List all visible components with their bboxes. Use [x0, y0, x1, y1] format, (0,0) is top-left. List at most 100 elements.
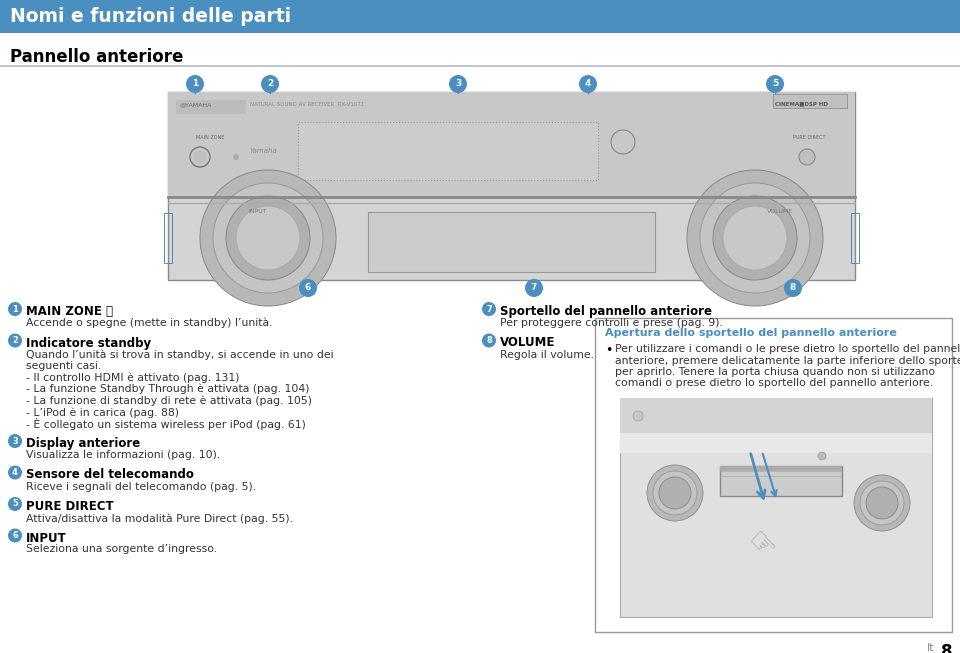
Circle shape	[860, 481, 904, 525]
Circle shape	[713, 196, 797, 280]
Circle shape	[193, 150, 207, 164]
Bar	[595, 318, 952, 632]
Text: @YAMAHA: @YAMAHA	[180, 102, 212, 107]
Bar	[851, 213, 859, 263]
Bar	[620, 433, 932, 453]
Text: seguenti casi.: seguenti casi.	[26, 361, 101, 371]
Circle shape	[236, 206, 300, 270]
Bar	[0, 0, 960, 33]
Text: •: •	[605, 344, 612, 357]
Text: Nomi e funzioni delle parti: Nomi e funzioni delle parti	[10, 7, 291, 26]
Text: - L’iPod è in carica (pag. 88): - L’iPod è in carica (pag. 88)	[26, 407, 179, 417]
Text: 4: 4	[12, 468, 18, 477]
Circle shape	[766, 75, 784, 93]
Circle shape	[8, 497, 22, 511]
Circle shape	[200, 170, 336, 306]
Text: Per proteggere controlli e prese (pag. 9).: Per proteggere controlli e prese (pag. 9…	[500, 318, 723, 328]
Circle shape	[659, 477, 691, 509]
Text: - È collegato un sistema wireless per iPod (pag. 61): - È collegato un sistema wireless per iP…	[26, 419, 306, 430]
Bar	[164, 213, 172, 263]
Text: VOLUME: VOLUME	[500, 336, 556, 349]
Bar	[176, 100, 246, 114]
Text: 1: 1	[192, 80, 198, 89]
Text: Visualizza le informazioni (pag. 10).: Visualizza le informazioni (pag. 10).	[26, 450, 220, 460]
Circle shape	[226, 196, 310, 280]
Text: per aprirlo. Tenere la porta chiusa quando non si utilizzano: per aprirlo. Tenere la porta chiusa quan…	[615, 367, 935, 377]
Circle shape	[700, 183, 810, 293]
Text: NATURAL SOUND AV RECEIVER  RX-V1071: NATURAL SOUND AV RECEIVER RX-V1071	[250, 102, 365, 107]
Text: 2: 2	[12, 336, 18, 345]
Circle shape	[647, 465, 703, 521]
Circle shape	[8, 528, 22, 543]
Text: MAIN ZONE ⏻: MAIN ZONE ⏻	[26, 305, 113, 318]
Text: 7: 7	[531, 283, 538, 293]
Text: 2: 2	[267, 80, 274, 89]
Bar	[168, 92, 855, 280]
Text: Per utilizzare i comandi o le prese dietro lo sportello del pannello: Per utilizzare i comandi o le prese diet…	[615, 344, 960, 354]
Bar	[720, 466, 842, 471]
Text: PURE DIRECT: PURE DIRECT	[793, 135, 826, 140]
Text: Seleziona una sorgente d’ingresso.: Seleziona una sorgente d’ingresso.	[26, 545, 217, 554]
Circle shape	[482, 302, 496, 316]
Bar	[773, 94, 847, 108]
Text: 5: 5	[12, 500, 18, 509]
Text: VOLUME: VOLUME	[767, 209, 793, 214]
Text: - La funzione Standby Through è attivata (pag. 104): - La funzione Standby Through è attivata…	[26, 384, 309, 394]
Text: - Il controllo HDMI è attivato (pag. 131): - Il controllo HDMI è attivato (pag. 131…	[26, 372, 239, 383]
Text: 6: 6	[12, 531, 18, 540]
Text: Quando l’unità si trova in standby, si accende in uno dei: Quando l’unità si trova in standby, si a…	[26, 349, 334, 360]
Text: 7: 7	[486, 304, 492, 313]
Text: Regola il volume.: Regola il volume.	[500, 349, 594, 360]
Text: Indicatore standby: Indicatore standby	[26, 336, 151, 349]
Text: CINEMA■DSP HD: CINEMA■DSP HD	[775, 101, 828, 106]
Text: Sensore del telecomando: Sensore del telecomando	[26, 468, 194, 481]
Circle shape	[818, 452, 826, 460]
Circle shape	[784, 279, 802, 297]
Text: Attiva/disattiva la modalità Pure Direct (pag. 55).: Attiva/disattiva la modalità Pure Direct…	[26, 513, 293, 524]
Circle shape	[482, 334, 496, 347]
Circle shape	[633, 411, 643, 421]
Circle shape	[213, 183, 323, 293]
Text: Accende o spegne (mette in standby) l’unità.: Accende o spegne (mette in standby) l’un…	[26, 318, 273, 328]
Text: Sportello del pannello anteriore: Sportello del pannello anteriore	[500, 305, 712, 318]
Text: Apertura dello sportello del pannello anteriore: Apertura dello sportello del pannello an…	[605, 328, 897, 338]
Text: 3: 3	[12, 436, 18, 445]
Text: MAIN ZONE: MAIN ZONE	[196, 135, 225, 140]
Circle shape	[653, 471, 697, 515]
Bar	[298, 122, 598, 180]
Circle shape	[723, 206, 787, 270]
Circle shape	[233, 154, 239, 160]
Text: INPUT: INPUT	[248, 209, 267, 214]
Text: ☞: ☞	[740, 526, 780, 566]
Circle shape	[687, 170, 823, 306]
Circle shape	[186, 75, 204, 93]
Circle shape	[8, 302, 22, 316]
Circle shape	[299, 279, 317, 297]
Text: 5: 5	[772, 80, 779, 89]
Circle shape	[525, 279, 543, 297]
Text: - La funzione di standby di rete è attivata (pag. 105): - La funzione di standby di rete è attiv…	[26, 396, 312, 406]
Text: 8: 8	[790, 283, 796, 293]
Text: Riceve i segnali del telecomando (pag. 5).: Riceve i segnali del telecomando (pag. 5…	[26, 481, 256, 492]
Text: Pannello anteriore: Pannello anteriore	[10, 48, 183, 66]
Text: Yamaha: Yamaha	[250, 148, 277, 154]
Text: 8: 8	[486, 336, 492, 345]
Circle shape	[854, 475, 910, 531]
Text: PURE DIRECT: PURE DIRECT	[26, 500, 113, 513]
Circle shape	[579, 75, 597, 93]
Text: It: It	[926, 643, 934, 653]
Bar	[620, 398, 932, 617]
Circle shape	[261, 75, 279, 93]
Circle shape	[866, 487, 898, 519]
Text: 1: 1	[12, 304, 18, 313]
Text: INPUT: INPUT	[26, 532, 67, 545]
Bar	[720, 466, 842, 496]
Text: 3: 3	[455, 80, 461, 89]
Bar	[168, 92, 855, 197]
Text: 6: 6	[305, 283, 311, 293]
Text: 8: 8	[941, 643, 952, 653]
Circle shape	[799, 149, 815, 165]
Text: anteriore, premere delicatamente la parte inferiore dello sportello: anteriore, premere delicatamente la part…	[615, 355, 960, 366]
Bar	[368, 212, 655, 272]
Circle shape	[449, 75, 467, 93]
